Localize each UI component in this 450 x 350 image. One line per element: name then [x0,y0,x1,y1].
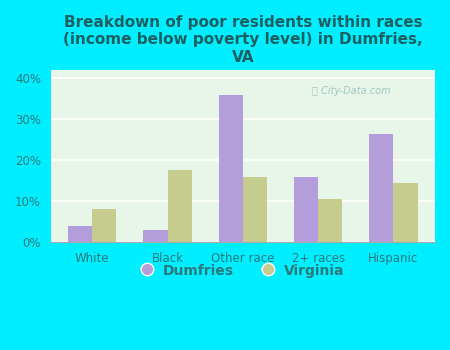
Bar [92,209,117,242]
Bar [68,226,92,242]
Text: Ⓢ City-Data.com: Ⓢ City-Data.com [312,86,391,96]
Bar [219,95,243,242]
Legend: Dumfries, Virginia: Dumfries, Virginia [135,258,350,283]
Bar [144,230,167,242]
Bar [318,199,342,242]
Bar [369,134,393,242]
Title: Breakdown of poor residents within races
(income below poverty level) in Dumfrie: Breakdown of poor residents within races… [63,15,423,65]
Bar [393,183,418,242]
Bar [167,170,192,242]
Bar [243,176,267,242]
Bar [294,176,318,242]
